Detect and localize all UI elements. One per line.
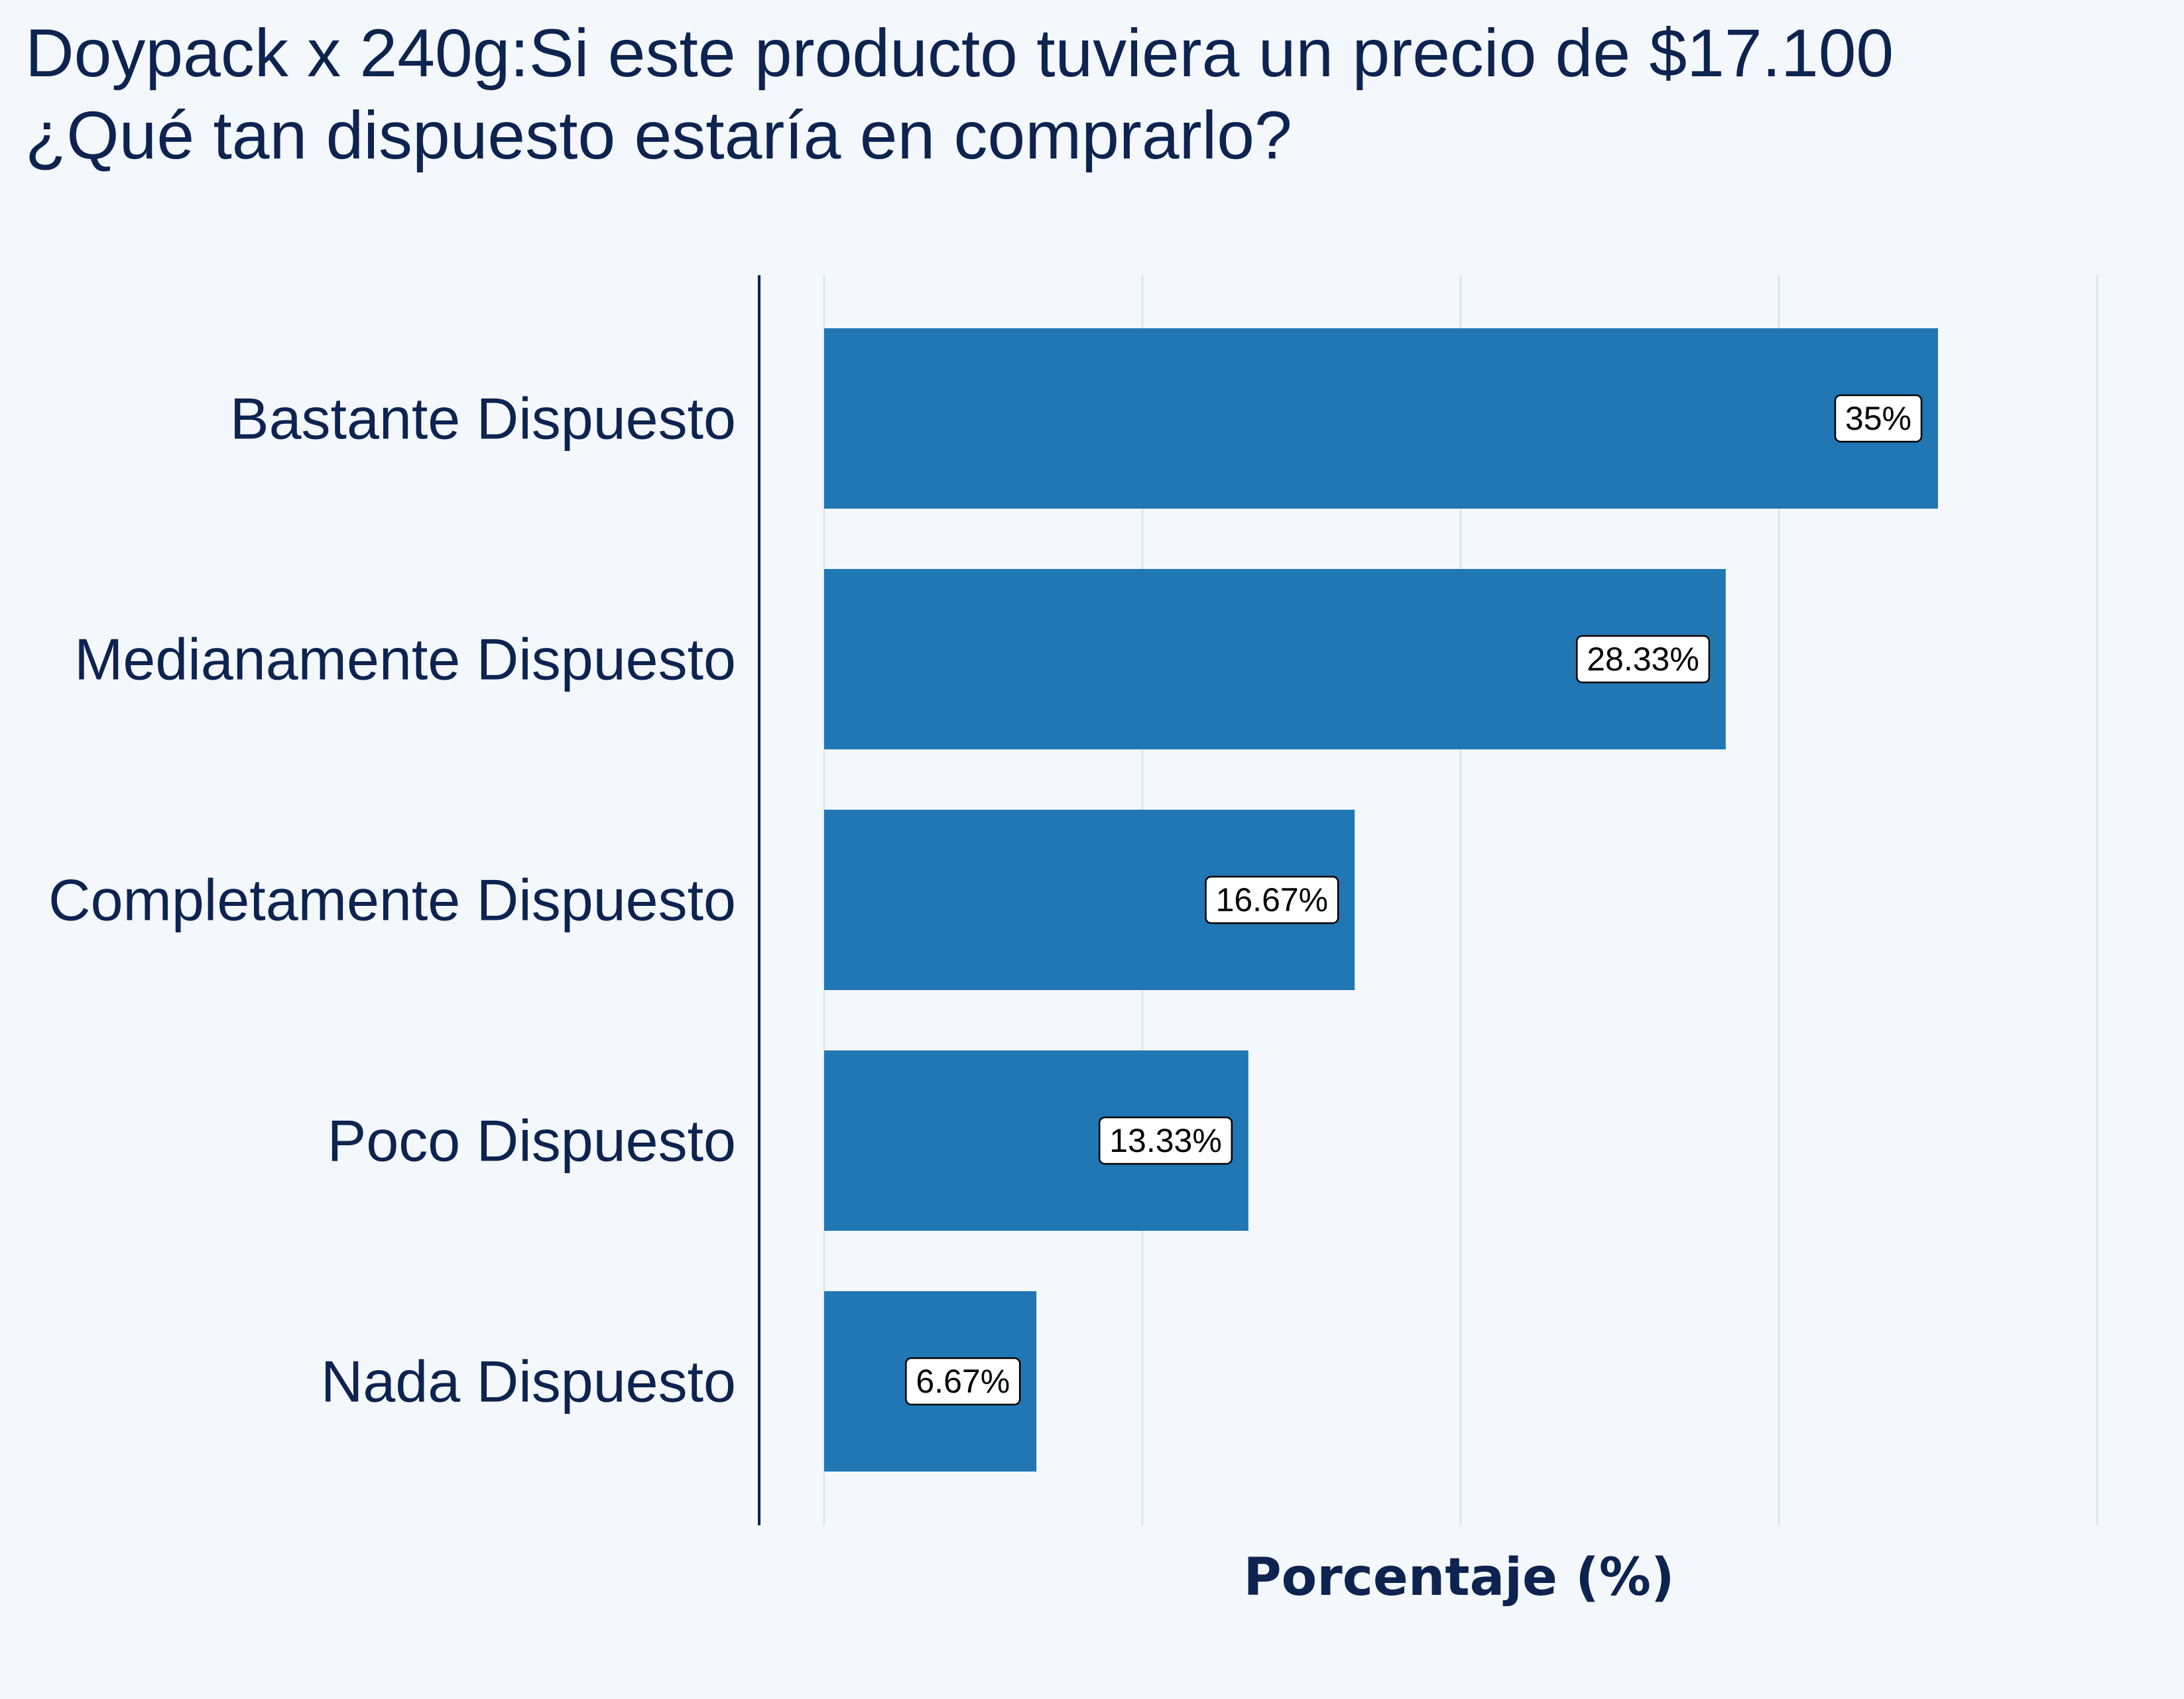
bar bbox=[824, 328, 1938, 509]
data-label-text: 35% bbox=[1845, 400, 1911, 437]
chart-title-line-1: Doypack x 240g:Si este producto tuviera … bbox=[25, 15, 1894, 91]
data-label-box bbox=[1205, 875, 1339, 924]
data-labels: 35% 28.33% 16.67% 13.33% 6.67% bbox=[905, 394, 1923, 1406]
category-label: Poco Dispuesto bbox=[328, 1108, 736, 1174]
data-label-box bbox=[1575, 635, 1711, 684]
data-label-box bbox=[1834, 394, 1923, 443]
category-label: Completamente Dispuesto bbox=[48, 867, 736, 933]
data-label-text: 16.67% bbox=[1216, 881, 1329, 918]
data-label-box bbox=[905, 1357, 1021, 1406]
data-label-text: 6.67% bbox=[916, 1363, 1010, 1400]
chart-title: Doypack x 240g:Si este producto tuviera … bbox=[25, 12, 2147, 176]
data-label: 28.33% bbox=[1575, 635, 1711, 684]
data-label: 16.67% bbox=[1205, 875, 1339, 924]
bars bbox=[824, 328, 1938, 1472]
category-label: Medianamente Dispuesto bbox=[74, 627, 736, 692]
bar bbox=[824, 569, 1726, 749]
data-label: 13.33% bbox=[1098, 1116, 1233, 1165]
data-label-text: 28.33% bbox=[1587, 641, 1699, 678]
category-label: Nada Dispuesto bbox=[321, 1349, 736, 1415]
data-label: 35% bbox=[1834, 394, 1923, 443]
category-label: Bastante Dispuesto bbox=[230, 386, 736, 452]
data-label: 6.67% bbox=[905, 1357, 1021, 1406]
category-labels: Bastante Dispuesto Medianamente Dispuesto… bbox=[48, 386, 736, 1415]
data-label-text: 13.33% bbox=[1109, 1122, 1222, 1159]
data-label-box bbox=[1098, 1116, 1233, 1165]
chart-title-line-2: ¿Qué tan dispuesto estaría en comprarlo? bbox=[25, 97, 1292, 173]
x-axis-title: Porcentaje (%) bbox=[1243, 1548, 1674, 1607]
